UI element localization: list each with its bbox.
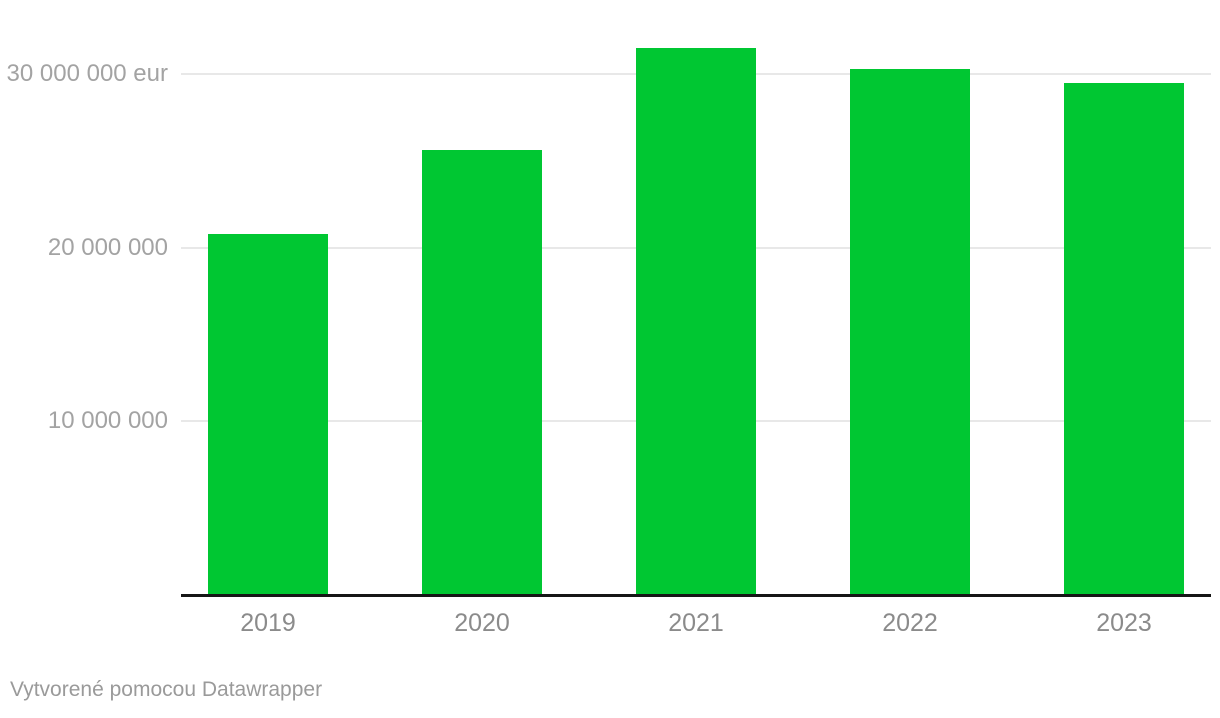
bar-2019[interactable] xyxy=(208,233,328,595)
bar-2020[interactable] xyxy=(422,150,542,595)
bar-2021[interactable] xyxy=(636,47,756,595)
attribution-text: Vytvorené pomocou xyxy=(10,678,202,701)
bar-2022[interactable] xyxy=(850,68,970,595)
datawrapper-link[interactable]: Datawrapper xyxy=(201,678,323,701)
x-axis-baseline xyxy=(181,594,1211,597)
y-axis-tick-label: 30 000 000 eur xyxy=(6,60,168,87)
y-axis-tick-label: 10 000 000 xyxy=(47,407,168,435)
x-axis-tick-label: 2023 xyxy=(1096,609,1152,637)
x-axis-tick-label: 2020 xyxy=(454,609,510,637)
x-axis-tick-label: 2021 xyxy=(668,609,724,637)
x-axis-tick-label: 2019 xyxy=(240,609,296,637)
bar-2023[interactable] xyxy=(1064,82,1184,595)
y-axis-tick-label: 20 000 000 xyxy=(47,233,168,261)
attribution: Vytvorené pomocou Datawrapper xyxy=(10,678,322,702)
x-axis-tick-label: 2022 xyxy=(882,609,938,637)
